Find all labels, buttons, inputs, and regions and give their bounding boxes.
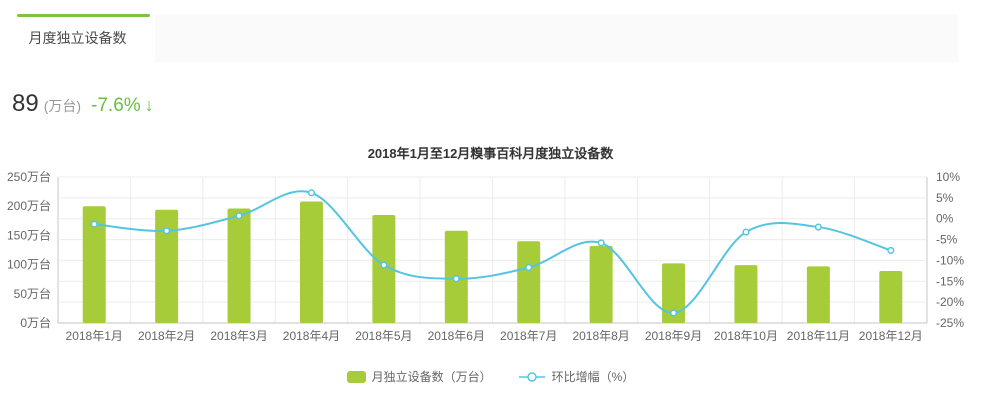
line-point-2018年1月[interactable] [90,220,98,228]
x-axis-label: 2018年10月 [714,329,778,343]
line-point-2018年4月[interactable] [307,189,316,197]
right-axis-tick: 5% [936,191,954,205]
x-axis-label: 2018年11月 [787,329,850,343]
right-axis-tick: 10% [936,170,960,184]
x-axis-label: 2018年8月 [572,329,629,343]
active-tab-indicator [17,14,150,17]
line-point-2018年2月[interactable] [163,227,171,235]
legend-item-bar-series[interactable]: 月独立设备数（万台） [346,368,492,385]
line-point-2018年10月[interactable] [742,228,750,236]
line-series-swatch-icon [518,371,545,382]
legend-item-line-series[interactable]: 环比增幅（%） [518,368,635,385]
chart-legend: 月独立设备数（万台） 环比增幅（%） [0,368,981,385]
left-axis-tick: 150万台 [7,227,51,242]
tab-label: 月度独立设备数 [28,30,127,46]
chart-title: 2018年1月至12月糗事百科月度独立设备数 [367,146,614,161]
arrow-down-icon: ↓ [144,95,154,115]
x-axis-label: 2018年4月 [283,329,340,343]
bar-2018年1月[interactable] [82,206,106,323]
right-axis-tick: -10% [936,253,964,267]
legend-bar-label: 月独立设备数（万台） [371,370,492,384]
bar-2018年8月[interactable] [589,245,613,323]
stat-unit: (万台) [43,98,82,114]
line-point-2018年5月[interactable] [380,261,388,269]
legend-line-label: 环比增幅（%） [551,370,635,384]
device-trend-chart[interactable]: 10% 5% 0% -5% -10% -15% -20% -25% 250万台 200万台 150万… [0,162,981,362]
bar-2018年10月[interactable] [734,265,758,323]
legend-circle [526,371,537,382]
left-axis-tick: 0万台 [20,315,51,330]
line-point-2018年7月[interactable] [525,263,533,272]
bar-2018年2月[interactable] [155,209,179,323]
left-axis-tick: 250万台 [7,169,51,184]
x-axis-label: 2018年2月 [138,329,195,343]
line-point-2018年9月[interactable] [669,309,678,317]
bar-series-swatch-icon [346,370,366,383]
right-axis-tick: -5% [936,233,958,247]
x-axis-label: 2018年6月 [428,329,485,343]
tab-monthly-devices[interactable]: 月度独立设备数 [0,14,155,62]
left-axis-tick: 200万台 [7,198,51,213]
x-axis-label: 2018年1月 [66,329,123,343]
tab-bar: 月度独立设备数 [0,14,958,62]
line-point-2018年11月[interactable] [814,223,822,231]
stat-value: 89 [12,90,39,117]
right-axis-tick: 0% [936,212,954,226]
right-axis-tick: -20% [936,295,964,309]
stat-row: 89 (万台) -7.6% ↓ [12,90,154,118]
right-axis-tick: -25% [936,316,964,330]
bar-2018年3月[interactable] [227,208,251,323]
bar-2018年4月[interactable] [299,201,323,323]
x-axis-label: 2018年9月 [645,329,702,343]
stat-change: -7.6% [91,95,141,116]
bar-2018年12月[interactable] [879,271,903,323]
bar-2018年5月[interactable] [372,214,396,323]
left-axis-tick: 50万台 [14,286,51,301]
line-point-2018年8月[interactable] [597,239,605,247]
line-point-2018年6月[interactable] [452,275,460,283]
x-axis-label: 2018年7月 [500,329,557,343]
right-axis-tick: -15% [936,274,964,288]
left-axis-tick: 100万台 [7,257,51,272]
x-axis-label: 2018年5月 [355,329,412,343]
x-axis-label: 2018年3月 [210,329,267,343]
line-point-2018年3月[interactable] [235,212,243,220]
line-point-2018年12月[interactable] [887,246,895,254]
bar-2018年7月[interactable] [517,241,541,323]
bar-2018年9月[interactable] [662,263,686,323]
x-axis-label: 2018年12月 [859,329,923,343]
bar-2018年11月[interactable] [806,266,830,323]
